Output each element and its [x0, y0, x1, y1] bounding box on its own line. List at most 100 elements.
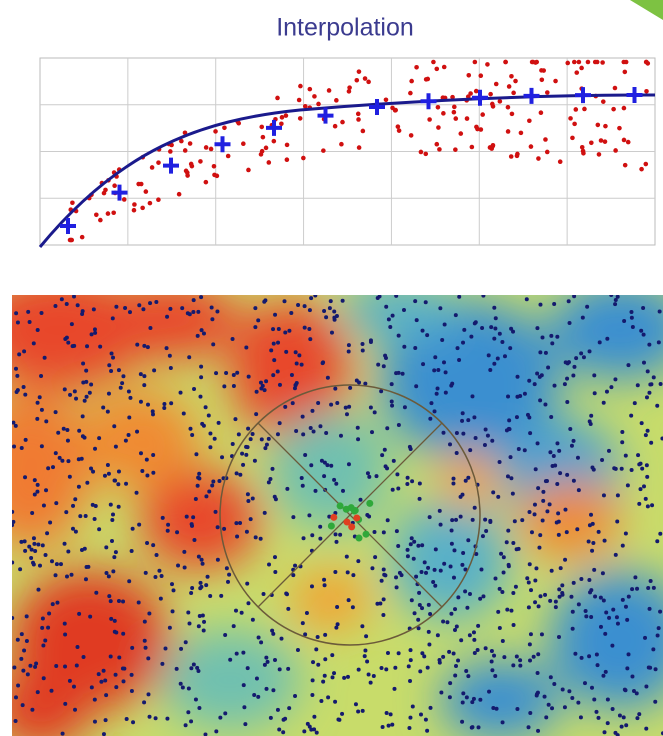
map-point	[81, 380, 86, 385]
map-point	[116, 368, 121, 373]
map-point	[244, 345, 249, 350]
sample-point	[112, 183, 117, 189]
map-point	[514, 654, 519, 659]
sample-point	[259, 124, 265, 130]
map-point	[603, 631, 608, 636]
map-point	[381, 530, 386, 535]
map-point	[24, 614, 29, 619]
map-point	[252, 693, 257, 698]
map-point	[65, 438, 70, 443]
heat-blob	[440, 660, 560, 736]
map-point	[234, 521, 239, 526]
sample-point	[595, 122, 601, 128]
map-point	[552, 682, 557, 687]
map-point	[485, 433, 490, 438]
map-point	[442, 360, 447, 365]
map-point	[217, 479, 222, 484]
map-point	[518, 663, 523, 668]
heat-blob	[100, 295, 240, 360]
map-point	[264, 379, 269, 384]
sample-point	[182, 148, 188, 153]
map-point	[554, 520, 559, 525]
map-point	[513, 584, 518, 589]
map-point	[116, 469, 121, 474]
map-point	[246, 426, 251, 431]
sample-point	[478, 127, 484, 132]
map-point	[623, 604, 628, 609]
map-point	[474, 552, 479, 557]
map-point	[271, 688, 276, 693]
map-point	[489, 649, 494, 654]
map-point	[348, 385, 353, 390]
map-point	[357, 380, 362, 385]
map-point	[511, 622, 516, 627]
map-point	[522, 391, 527, 396]
map-point	[40, 543, 45, 548]
sample-point	[355, 111, 361, 117]
map-point	[535, 671, 540, 676]
map-point	[44, 488, 49, 493]
map-point	[57, 455, 62, 460]
map-point	[598, 595, 603, 600]
map-point	[323, 657, 328, 662]
map-point	[167, 353, 172, 358]
map-point	[407, 444, 412, 449]
map-point	[214, 371, 219, 376]
map-point	[126, 432, 131, 437]
map-point	[207, 489, 212, 494]
map-point	[555, 334, 560, 339]
map-point	[199, 364, 204, 369]
map-point	[35, 482, 40, 487]
map-point	[371, 674, 376, 679]
sample-point	[203, 179, 209, 185]
sample-point	[458, 131, 464, 136]
map-point	[212, 436, 217, 441]
map-point	[389, 399, 394, 404]
map-point	[613, 552, 618, 557]
map-point	[109, 351, 114, 356]
map-point	[542, 694, 547, 699]
map-point	[117, 655, 122, 660]
map-point	[420, 328, 425, 333]
map-point	[165, 716, 170, 721]
map-point	[105, 409, 110, 414]
sample-point	[68, 237, 74, 243]
map-point	[334, 625, 339, 630]
map-point	[589, 413, 594, 418]
map-point	[114, 685, 119, 690]
map-point	[356, 559, 361, 564]
map-point	[643, 433, 648, 438]
map-point	[408, 715, 413, 720]
map-point	[509, 326, 514, 331]
map-point	[433, 355, 438, 360]
map-point	[319, 458, 324, 463]
map-point	[500, 340, 505, 345]
map-point	[21, 384, 26, 389]
map-point	[497, 331, 502, 336]
map-point	[508, 346, 513, 351]
map-point	[431, 580, 436, 585]
map-point	[23, 437, 28, 442]
sample-point	[539, 77, 545, 83]
sample-point	[596, 152, 602, 157]
map-point	[80, 414, 85, 419]
map-point	[442, 561, 447, 566]
sample-point	[275, 95, 280, 101]
map-point	[465, 605, 470, 610]
map-point	[53, 573, 58, 578]
sample-point	[539, 68, 544, 73]
map-point	[556, 532, 561, 537]
map-point	[105, 463, 110, 468]
map-point	[244, 452, 249, 457]
map-point	[69, 322, 74, 327]
map-point	[239, 610, 244, 615]
map-point	[120, 666, 125, 671]
map-point	[19, 656, 24, 661]
estimate-cross	[626, 87, 643, 104]
sample-point	[362, 76, 368, 81]
map-point	[579, 655, 584, 660]
map-point	[344, 412, 349, 417]
sample-point	[236, 120, 242, 126]
map-point	[526, 605, 531, 610]
map-point	[385, 651, 390, 656]
